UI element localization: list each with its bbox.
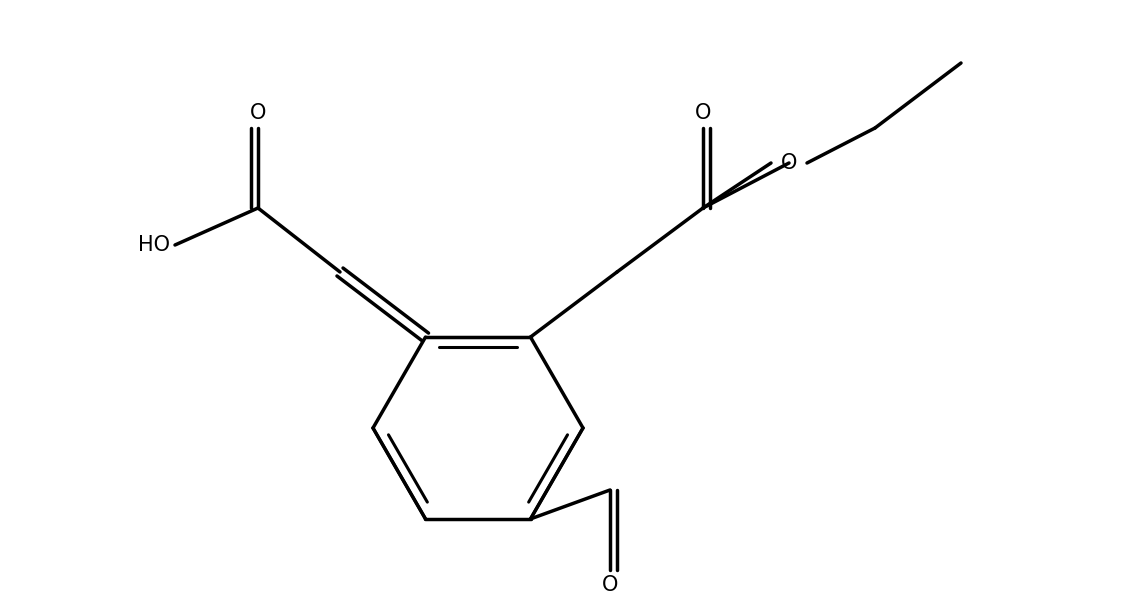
Text: O: O bbox=[780, 153, 797, 173]
Text: HO: HO bbox=[138, 235, 170, 255]
Text: O: O bbox=[250, 103, 266, 123]
Text: O: O bbox=[695, 103, 712, 123]
Text: O: O bbox=[601, 575, 618, 595]
